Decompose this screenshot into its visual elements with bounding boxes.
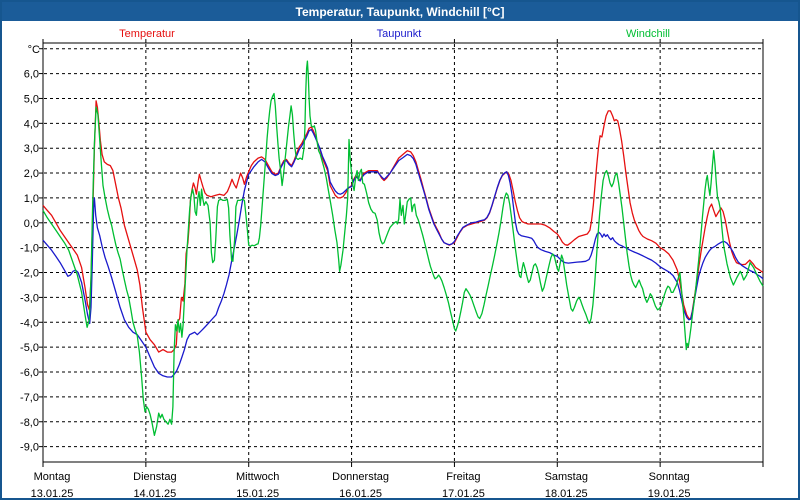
series-taupunkt [42,128,764,378]
x-axis-labels: Montag 13.01.25 Dienstag 14.01.25 Mittwoch 15… [31,471,691,498]
window-title: Temperatur, Taupunkt, Windchill [°C] [295,4,505,19]
title-bar: Temperatur, Taupunkt, Windchill [°C] [2,2,798,21]
y-tick-label: 6,0 [24,69,39,81]
y-tick-label: 1,0 [24,193,39,205]
y-tick-label: 0,0 [24,218,39,230]
day-date-label: 13.01.25 [31,488,74,498]
day-weekday-label: Freitag [446,471,480,483]
legend: Temperatur Taupunkt Windchill [119,28,670,40]
y-tick-label: 4,0 [24,118,39,130]
y-axis-unit-label: °C [28,44,40,56]
y-tick-label: -8,0 [20,417,39,429]
day-weekday-label: Donnerstag [332,471,389,483]
y-tick-label: -5,0 [20,342,39,354]
day-weekday-label: Samstag [545,471,588,483]
legend-item-windchill: Windchill [626,28,670,40]
legend-item-temperatur: Temperatur [119,28,175,40]
day-date-label: 14.01.25 [133,488,176,498]
y-tick-label: 3,0 [24,143,39,155]
y-tick-label: -7,0 [20,392,39,404]
day-weekday-label: Montag [34,471,71,483]
y-tick-label: 2,0 [24,168,39,180]
y-tick-label: -9,0 [20,442,39,454]
day-weekday-label: Dienstag [133,471,176,483]
y-tick-label: -6,0 [20,367,39,379]
y-tick-label: -4,0 [20,317,39,329]
day-date-label: 18.01.25 [545,488,588,498]
y-tick-label: -1,0 [20,243,39,255]
series-temperatur [42,100,764,353]
y-tick-label: -3,0 [20,292,39,304]
day-date-label: 19.01.25 [648,488,691,498]
series-windchill [42,60,764,437]
day-weekday-label: Mittwoch [236,471,279,483]
y-tick-label: 5,0 [24,93,39,105]
y-tick-label: -2,0 [20,268,39,280]
day-date-label: 16.01.25 [339,488,382,498]
axis-ticks [39,39,764,467]
day-date-label: 17.01.25 [442,488,485,498]
day-date-label: 15.01.25 [236,488,279,498]
day-weekday-label: Sonntag [649,471,690,483]
y-axis-labels: 6,0 5,0 4,0 3,0 2,0 1,0 0,0 -1,0 -2,0 -3,0 -4,0 -5,… [20,69,39,454]
plot-area [42,42,764,463]
legend-item-taupunkt: Taupunkt [377,28,422,40]
chart-canvas: Temperatur Taupunkt Windchill °C 6,0 5,0 4,0 3,… [20,28,764,498]
